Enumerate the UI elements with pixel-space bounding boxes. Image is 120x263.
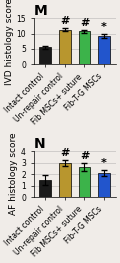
- Text: #: #: [60, 148, 70, 158]
- Y-axis label: AF histology score: AF histology score: [9, 133, 18, 215]
- Bar: [79, 167, 90, 197]
- Bar: [79, 31, 90, 64]
- Bar: [98, 173, 110, 197]
- Bar: [39, 47, 51, 64]
- Bar: [59, 30, 71, 64]
- Text: N: N: [34, 137, 45, 151]
- Y-axis label: IVD histology score: IVD histology score: [5, 0, 14, 85]
- Text: #: #: [60, 17, 70, 27]
- Text: M: M: [34, 4, 47, 18]
- Text: *: *: [101, 22, 107, 32]
- Bar: [98, 36, 110, 64]
- Bar: [59, 163, 71, 197]
- Text: *: *: [101, 158, 107, 168]
- Bar: [39, 180, 51, 197]
- Text: #: #: [80, 18, 89, 28]
- Text: #: #: [80, 151, 89, 161]
